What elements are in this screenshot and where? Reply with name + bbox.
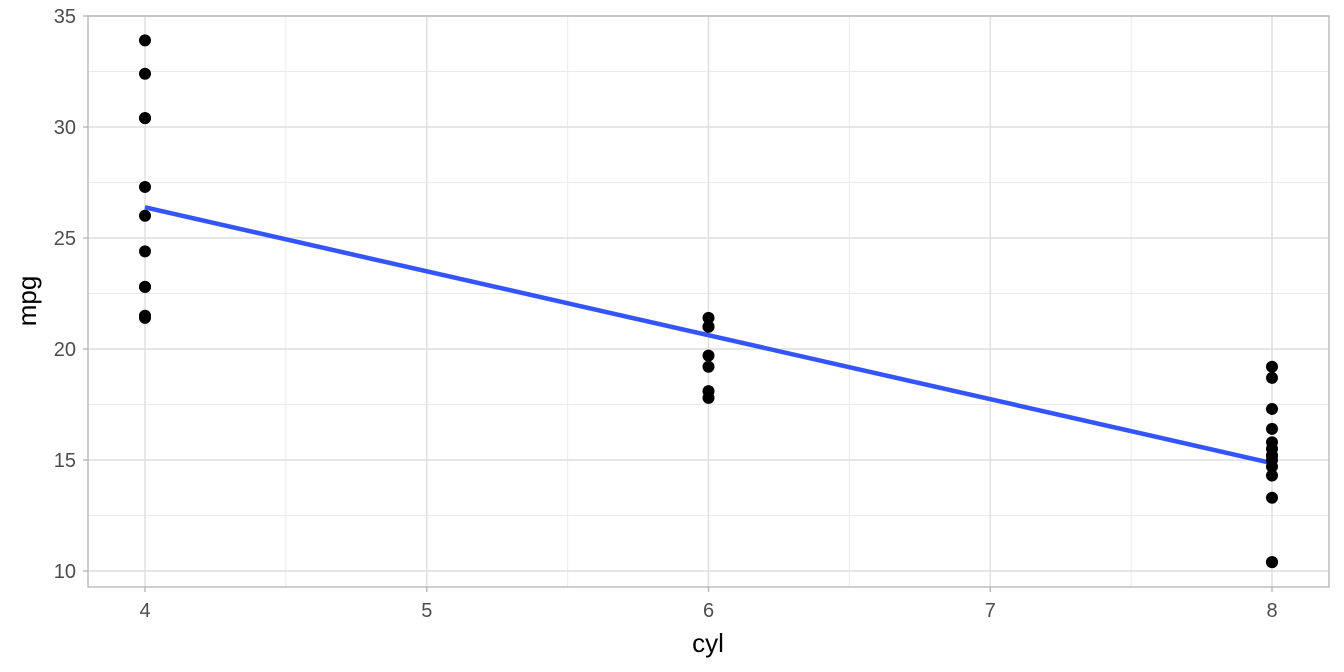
data-point (139, 34, 151, 47)
y-axis-ticks: 10 15 20 25 30 35 (54, 6, 88, 583)
x-axis-title: cyl (692, 628, 724, 658)
x-tick-label: 7 (985, 600, 996, 622)
data-point (1266, 422, 1278, 435)
y-tick-label: 25 (54, 228, 76, 250)
x-tick-label: 4 (139, 600, 150, 622)
x-axis-ticks: 4 5 6 7 8 (139, 587, 1278, 622)
data-point (702, 349, 715, 362)
data-point (1266, 460, 1278, 473)
y-tick-label: 20 (54, 339, 76, 361)
data-point (1266, 491, 1278, 504)
data-point (139, 245, 151, 258)
regression-line (144, 205, 1273, 466)
data-point (1266, 402, 1278, 415)
data-point (139, 180, 151, 193)
data-point (139, 280, 151, 293)
data-point (139, 209, 151, 222)
data-point (139, 67, 151, 80)
fit-line (144, 205, 1273, 466)
data-points (139, 34, 1278, 569)
data-point (702, 391, 715, 404)
x-tick-label: 8 (1266, 600, 1277, 622)
y-tick-label: 30 (54, 117, 76, 139)
x-tick-label: 6 (703, 600, 714, 622)
y-tick-label: 35 (54, 6, 76, 28)
y-tick-label: 10 (54, 561, 76, 583)
x-tick-label: 5 (421, 600, 432, 622)
data-point (139, 112, 151, 125)
y-tick-label: 15 (54, 450, 76, 472)
data-point (1266, 371, 1278, 384)
data-point (702, 320, 715, 333)
data-point (1266, 360, 1278, 373)
data-point (139, 311, 151, 324)
data-point (702, 360, 715, 373)
major-gridlines (88, 15, 1329, 587)
y-axis-title: mpg (12, 276, 42, 327)
data-point (1266, 469, 1278, 482)
data-point (1266, 556, 1278, 569)
data-point (702, 311, 715, 324)
